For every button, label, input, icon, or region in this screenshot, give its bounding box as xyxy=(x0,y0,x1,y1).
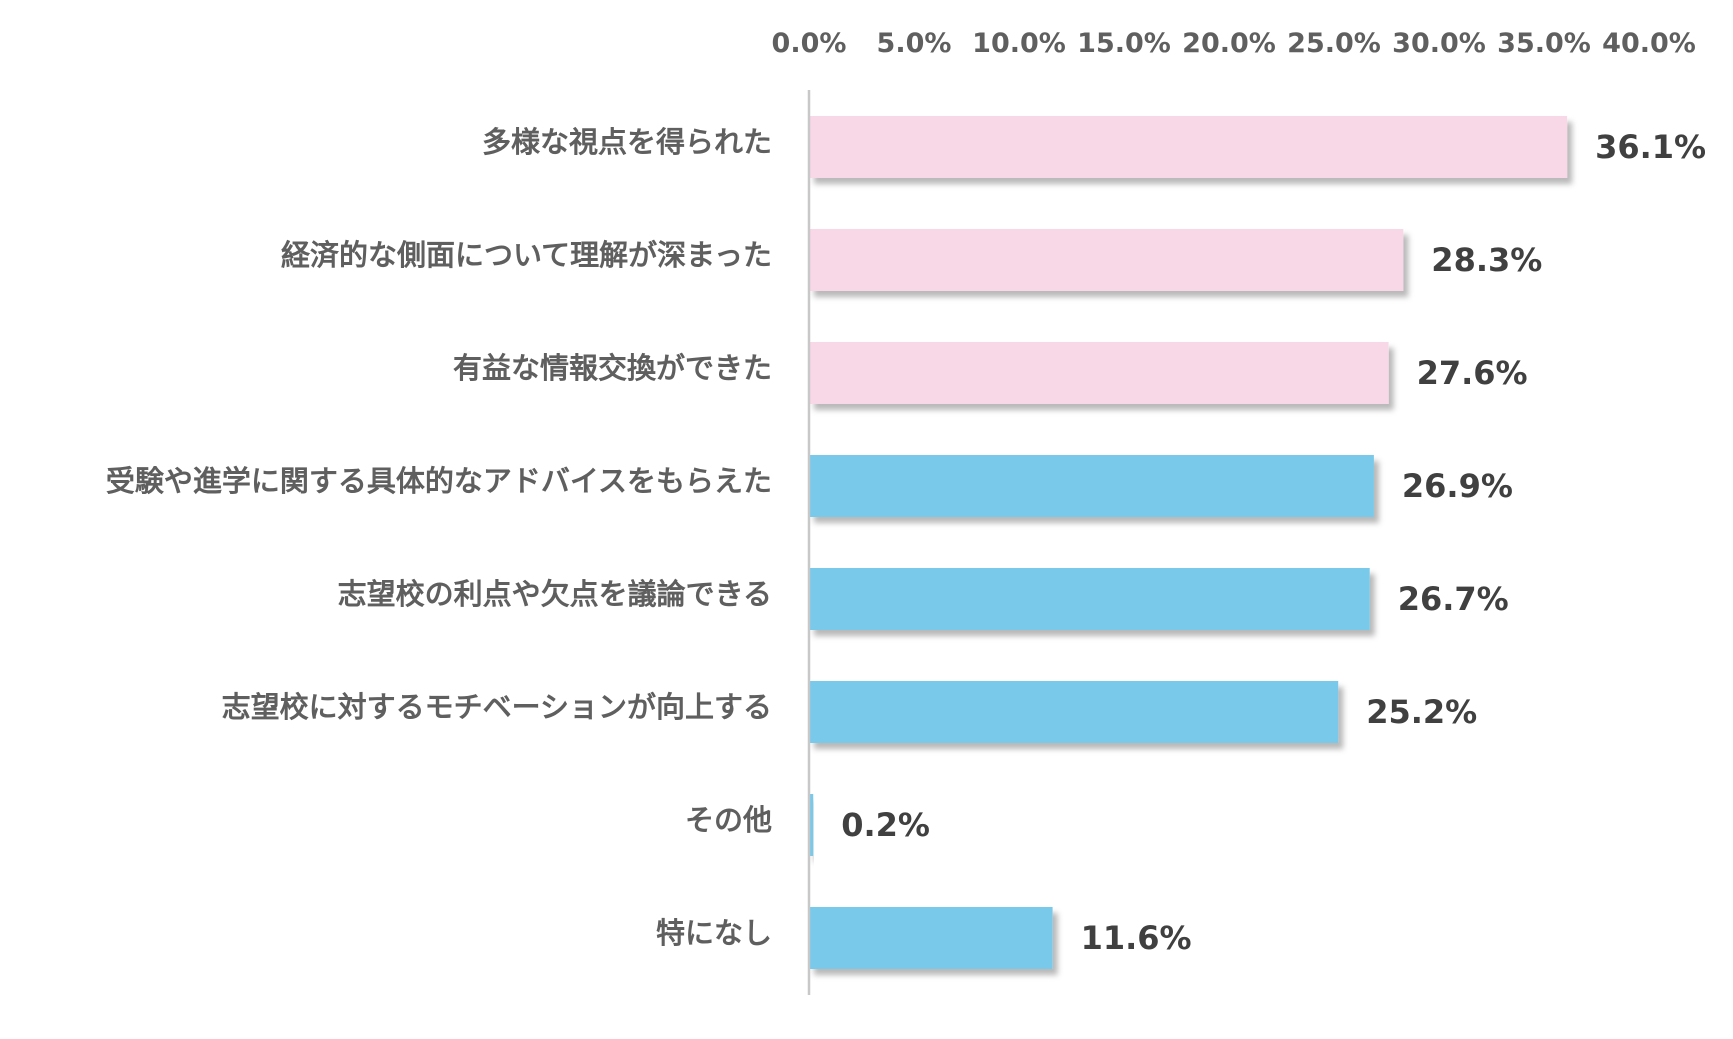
bar xyxy=(809,229,1404,291)
x-tick-label: 0.0% xyxy=(772,28,847,59)
data-label: 26.7% xyxy=(1398,580,1509,618)
category-label: その他 xyxy=(685,803,772,837)
bar xyxy=(809,342,1389,404)
category-label: 有益な情報交換ができた xyxy=(453,351,772,385)
category-labels: 多様な視点を得られた経済的な側面について理解が深まった有益な情報交換ができた受験… xyxy=(106,125,772,950)
category-label: 経済的な側面について理解が深まった xyxy=(281,238,772,272)
value-labels: 36.1% 28.3% 27.6% 26.9% 26.7% 25.2% 0.2% 11.6% xyxy=(841,128,1706,957)
data-label: 11.6% xyxy=(1081,919,1192,957)
category-label: 受験や進学に関する具体的なアドバイスをもらえた xyxy=(106,464,772,498)
x-tick-label: 25.0% xyxy=(1287,28,1381,59)
bar xyxy=(809,116,1568,178)
bar xyxy=(809,681,1339,743)
data-label: 36.1% xyxy=(1595,128,1706,166)
data-label: 0.2% xyxy=(841,806,930,844)
x-tick-label: 40.0% xyxy=(1602,28,1696,59)
bar xyxy=(809,568,1370,630)
x-tick-label: 20.0% xyxy=(1182,28,1276,59)
category-label: 志望校に対するモチベーションが向上する xyxy=(222,690,772,724)
bar xyxy=(809,907,1053,969)
category-label: 多様な視点を得られた xyxy=(482,125,772,159)
data-label: 28.3% xyxy=(1431,241,1542,279)
data-label: 26.9% xyxy=(1402,467,1513,505)
x-tick-label: 35.0% xyxy=(1497,28,1591,59)
x-tick-label: 5.0% xyxy=(877,28,952,59)
category-label: 特になし xyxy=(656,916,772,950)
x-tick-label: 15.0% xyxy=(1077,28,1171,59)
bars xyxy=(809,116,1568,969)
category-label: 志望校の利点や欠点を議論できる xyxy=(338,577,772,611)
data-label: 25.2% xyxy=(1366,693,1477,731)
x-tick-label: 30.0% xyxy=(1392,28,1486,59)
x-tick-label: 10.0% xyxy=(972,28,1066,59)
bar xyxy=(809,794,814,856)
bar xyxy=(809,455,1374,517)
x-axis-ticks: 0.0% 5.0% 10.0% 15.0% 20.0% 25.0% 30.0% 35.0% 40… xyxy=(772,28,1696,59)
data-label: 27.6% xyxy=(1417,354,1528,392)
